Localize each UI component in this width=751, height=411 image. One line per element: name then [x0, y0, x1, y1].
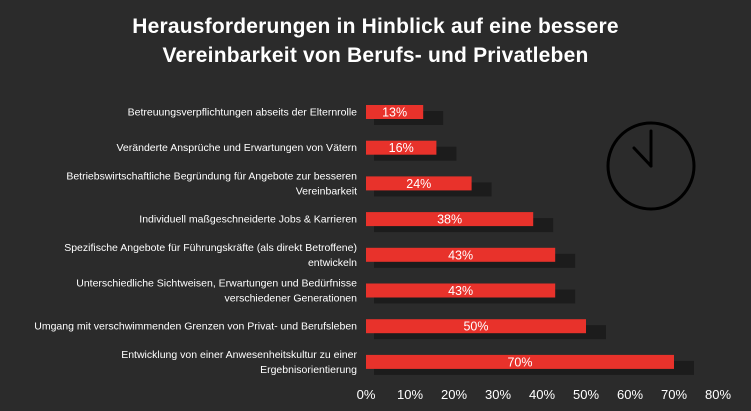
x-tick-label: 10% — [397, 387, 423, 402]
value-labels: 13% 16% 24% 38% 43% 43% 50% 70% — [382, 106, 532, 370]
x-tick-label: 30% — [485, 387, 511, 402]
category-label: Umgang mit verschwimmenden Grenzen von P… — [34, 321, 357, 333]
bar — [366, 105, 424, 119]
bars — [366, 105, 674, 369]
category-label: Individuell maßgeschneiderte Jobs & Karr… — [139, 214, 357, 226]
bar-value-label: 50% — [463, 320, 488, 334]
x-tick-label: 40% — [529, 387, 555, 402]
x-tick-label: 80% — [705, 387, 731, 402]
x-tick-label: 50% — [573, 387, 599, 402]
bar-value-label: 38% — [437, 213, 462, 227]
bar-value-label: 43% — [448, 284, 473, 298]
bar — [366, 140, 437, 155]
chart-title: Herausforderungen in Hinblick auf eine b… — [0, 12, 751, 70]
bar — [366, 176, 472, 191]
chart-title-line-2: Vereinbarkeit von Berufs- und Privatlebe… — [162, 44, 589, 67]
x-tick-label: 60% — [617, 387, 643, 402]
category-labels: Betreuungsverpflichtungen abseits der El… — [34, 107, 357, 376]
category-label: Entwicklung von einer Anwesenheitskultur… — [121, 349, 357, 376]
bar-value-label: 70% — [507, 355, 532, 369]
category-label: Spezifische Angebote für Führungskräfte … — [64, 242, 357, 269]
bar — [366, 247, 556, 262]
bar-value-label: 16% — [389, 141, 414, 155]
category-label: Unterschiedliche Sichtweisen, Erwartunge… — [76, 278, 357, 305]
chart-title-line-1: Herausforderungen in Hinblick auf eine b… — [132, 15, 619, 38]
clock-icon — [606, 121, 696, 211]
bar-value-label: 43% — [448, 248, 473, 262]
x-tick-label: 0% — [357, 387, 376, 402]
category-label: Betriebswirtschaftliche Begründung für A… — [66, 170, 357, 197]
bar — [366, 283, 556, 298]
bar — [366, 354, 674, 369]
x-tick-label: 70% — [661, 387, 687, 402]
bar-value-label: 24% — [406, 177, 431, 191]
bar — [366, 319, 586, 334]
bar — [366, 212, 534, 227]
x-axis-ticks: 0% 10% 20% 30% 40% 50% 60% 70% 80% — [357, 387, 732, 402]
x-tick-label: 20% — [441, 387, 467, 402]
category-label: Betreuungsverpflichtungen abseits der El… — [128, 107, 358, 119]
bar-value-label: 13% — [382, 106, 407, 120]
category-label: Veränderte Ansprüche und Erwartungen von… — [117, 142, 358, 154]
